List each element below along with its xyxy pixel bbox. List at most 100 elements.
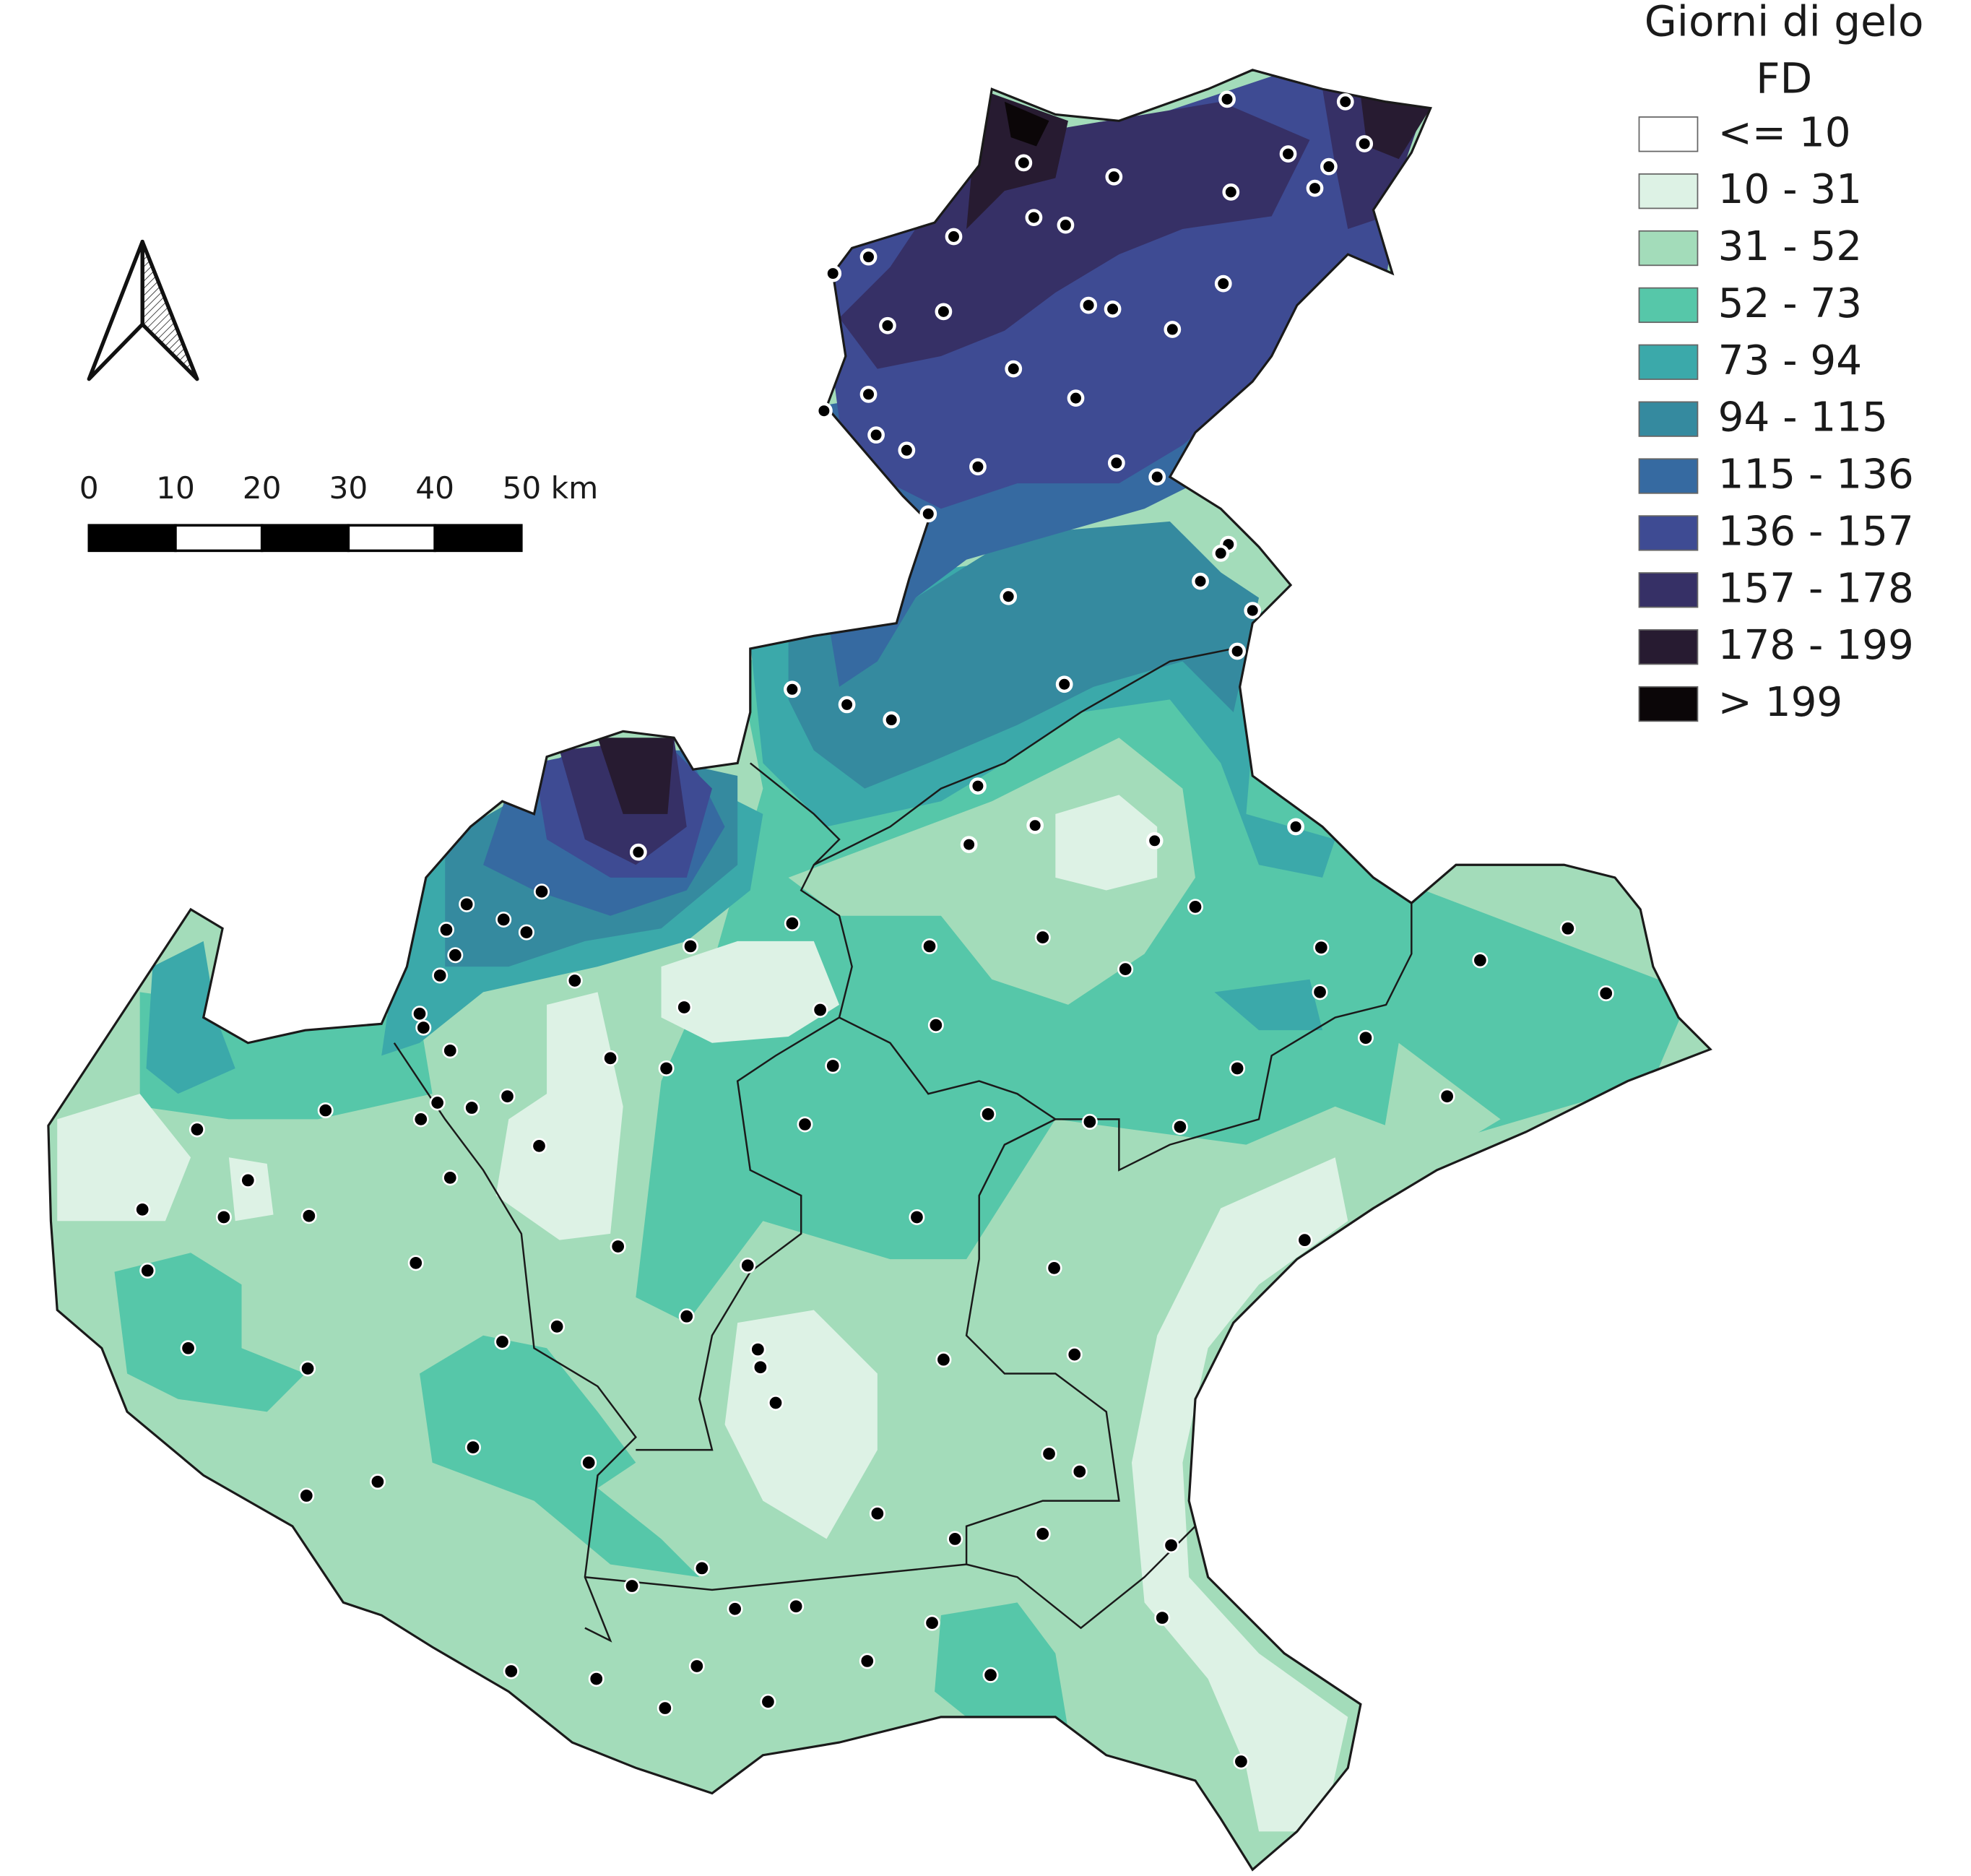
station bbox=[134, 1201, 151, 1218]
station bbox=[464, 1439, 481, 1456]
station bbox=[1218, 90, 1236, 108]
station bbox=[432, 967, 449, 984]
station bbox=[859, 1653, 875, 1669]
legend-label: > 199 bbox=[1718, 679, 1843, 726]
stations bbox=[134, 90, 1614, 1770]
station bbox=[429, 1094, 446, 1111]
station bbox=[438, 922, 454, 938]
station bbox=[215, 1209, 232, 1225]
station bbox=[1000, 587, 1018, 605]
scale-label: 40 bbox=[415, 470, 454, 506]
legend-label: 136 - 157 bbox=[1718, 508, 1914, 555]
scale-segment bbox=[87, 524, 177, 553]
station bbox=[1005, 360, 1023, 378]
scale-segment bbox=[174, 524, 264, 553]
legend-swatch bbox=[1638, 458, 1699, 494]
station bbox=[503, 1663, 519, 1680]
station bbox=[1312, 984, 1328, 1000]
station bbox=[1472, 952, 1489, 969]
station bbox=[1081, 1113, 1098, 1130]
station bbox=[494, 1333, 511, 1350]
station bbox=[1164, 321, 1182, 338]
station bbox=[909, 1209, 925, 1225]
station bbox=[407, 1255, 424, 1271]
zone bbox=[1360, 95, 1431, 160]
station bbox=[947, 1531, 963, 1547]
station bbox=[1320, 157, 1338, 176]
station bbox=[750, 1341, 766, 1358]
station bbox=[602, 1050, 619, 1066]
station bbox=[869, 1505, 885, 1522]
station bbox=[1104, 300, 1122, 318]
station bbox=[1015, 154, 1033, 172]
station bbox=[1055, 675, 1073, 693]
station bbox=[812, 1001, 828, 1018]
station bbox=[447, 947, 464, 964]
station bbox=[415, 1019, 432, 1036]
station bbox=[727, 1601, 743, 1617]
north-arrow bbox=[87, 239, 199, 381]
station bbox=[658, 1060, 675, 1076]
station bbox=[927, 1017, 944, 1034]
station bbox=[1107, 454, 1125, 472]
zone bbox=[661, 941, 840, 1043]
station bbox=[924, 1615, 940, 1631]
station bbox=[1439, 1088, 1455, 1105]
zone bbox=[935, 1602, 1068, 1730]
station bbox=[1148, 468, 1166, 486]
station bbox=[1187, 899, 1204, 915]
station bbox=[499, 1088, 516, 1105]
station bbox=[464, 1099, 480, 1116]
legend-swatch bbox=[1638, 116, 1699, 152]
legend-swatch bbox=[1638, 515, 1699, 551]
legend-title: Giorni di gelo bbox=[1645, 0, 1924, 46]
station bbox=[412, 1111, 429, 1128]
station bbox=[676, 999, 693, 1016]
scale-bar: 0 10 20 30 40 50 km bbox=[79, 470, 598, 553]
station bbox=[1212, 545, 1230, 562]
station bbox=[657, 1700, 673, 1716]
station bbox=[549, 1318, 566, 1335]
station bbox=[980, 1106, 997, 1123]
station bbox=[1034, 929, 1051, 946]
zone bbox=[1055, 795, 1158, 891]
station bbox=[442, 1042, 459, 1059]
legend-label: 31 - 52 bbox=[1718, 223, 1863, 270]
station bbox=[1171, 1118, 1188, 1135]
station bbox=[1025, 209, 1043, 226]
legend-label: 115 - 136 bbox=[1718, 451, 1914, 498]
scale-label: 20 bbox=[243, 470, 282, 506]
station bbox=[1026, 816, 1044, 834]
station bbox=[317, 1102, 334, 1119]
station bbox=[693, 1560, 710, 1576]
station bbox=[369, 1474, 386, 1490]
scale-label: 10 bbox=[156, 470, 195, 506]
legend-swatch bbox=[1638, 230, 1699, 267]
legend-swatch bbox=[1638, 173, 1699, 209]
legend: Giorni di gelo FD <= 10 10 - 31 31 - 52 52 - … bbox=[1638, 0, 1924, 726]
station bbox=[180, 1340, 196, 1357]
legend-label: 94 - 115 bbox=[1718, 394, 1888, 441]
scale-label: 30 bbox=[329, 470, 368, 506]
zone bbox=[114, 1253, 306, 1412]
station bbox=[139, 1262, 156, 1279]
zone bbox=[788, 521, 1260, 789]
legend-swatch bbox=[1638, 629, 1699, 665]
station bbox=[1559, 920, 1576, 937]
zone bbox=[1004, 101, 1049, 147]
scale-segment bbox=[260, 524, 350, 553]
station bbox=[629, 843, 647, 861]
legend-swatch bbox=[1638, 287, 1699, 324]
station bbox=[1229, 1060, 1246, 1076]
station bbox=[1313, 939, 1330, 956]
station bbox=[1046, 1260, 1062, 1276]
station bbox=[1214, 275, 1232, 293]
province-border bbox=[965, 1118, 1196, 1630]
legend-label: 52 - 73 bbox=[1718, 280, 1863, 327]
station bbox=[240, 1172, 256, 1188]
station bbox=[825, 1058, 841, 1074]
station bbox=[1222, 183, 1240, 201]
scale-label: 0 bbox=[79, 470, 99, 506]
